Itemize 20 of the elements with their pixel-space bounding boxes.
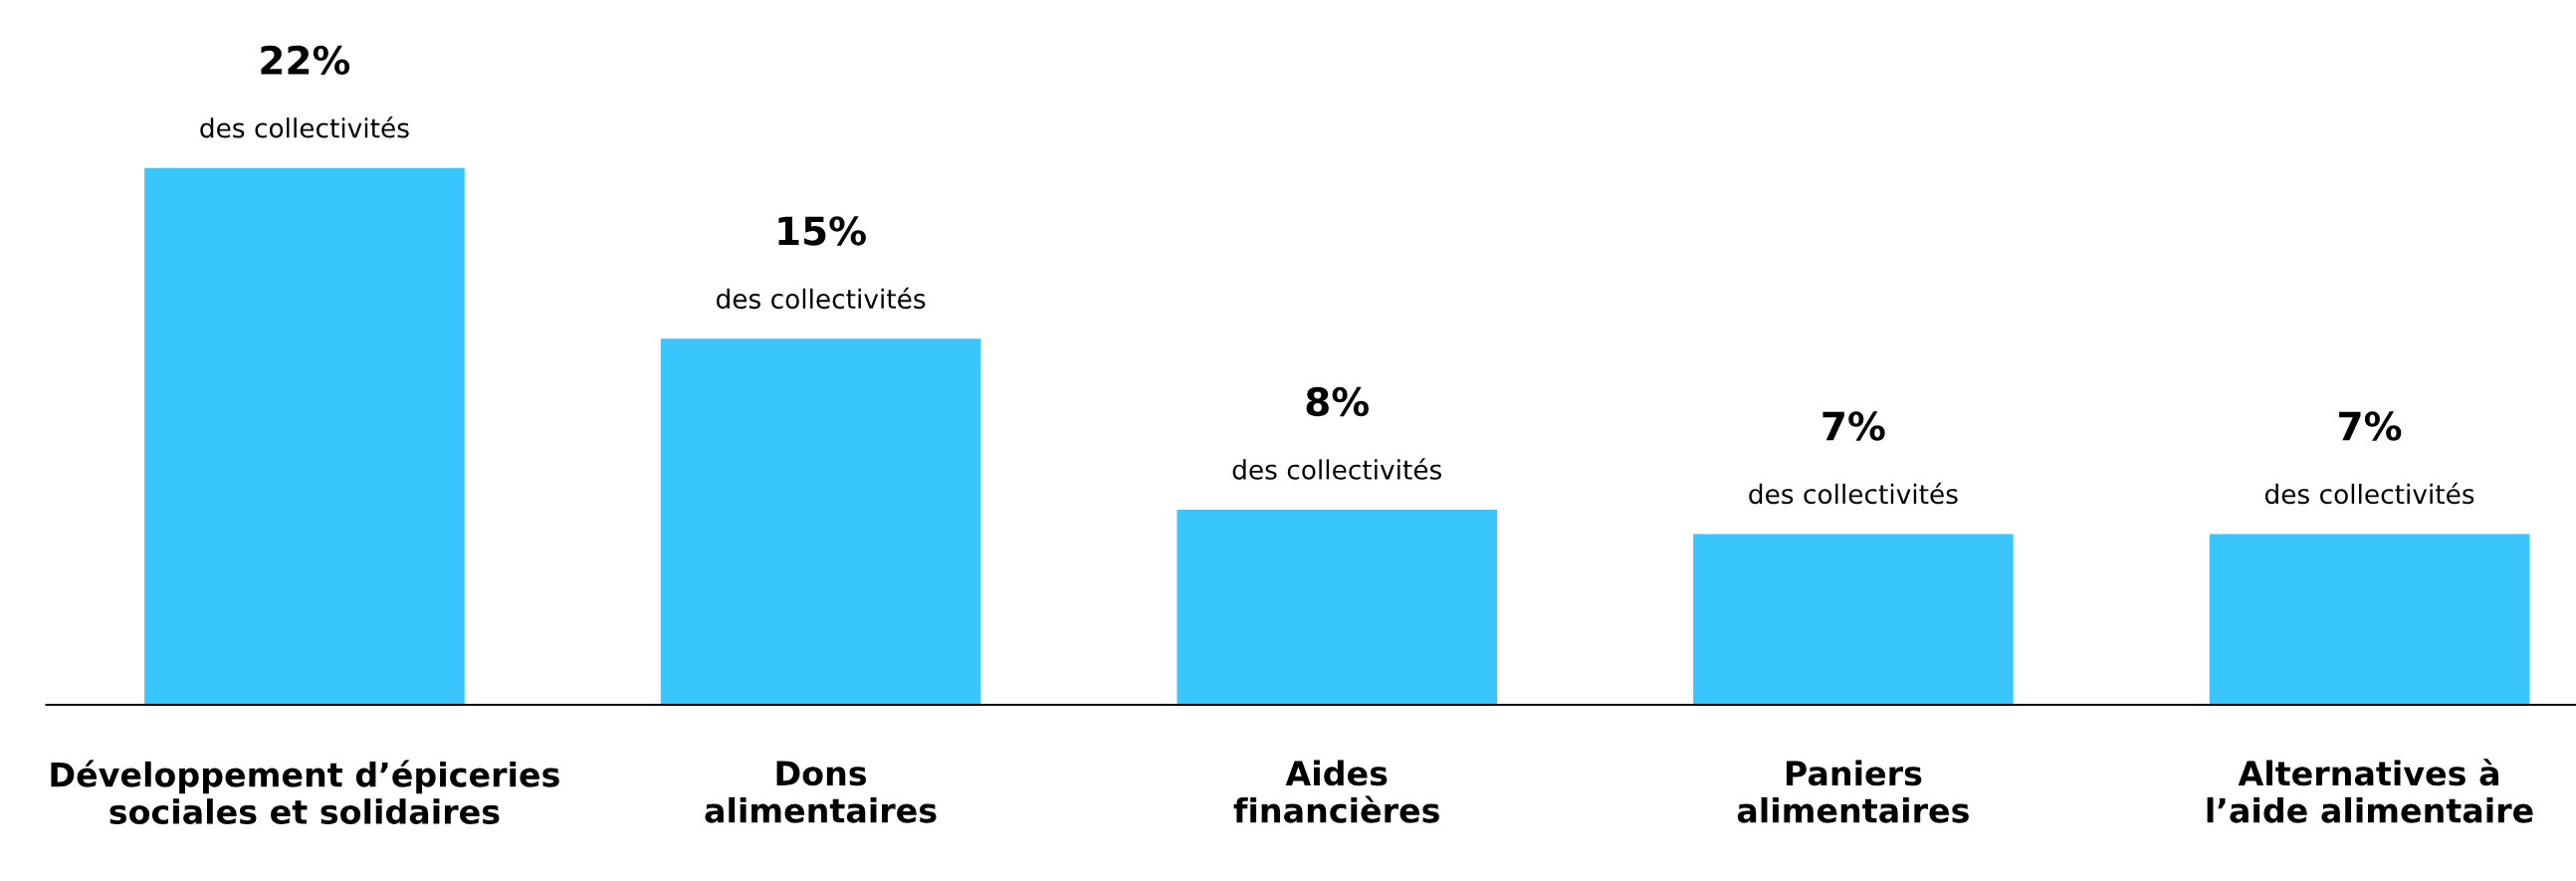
data-label: 7% <box>1823 411 1885 441</box>
x-tick-label: Paniers alimentaires <box>1737 760 1969 823</box>
annotation: des collectivités <box>1749 482 1958 505</box>
bar <box>1177 509 1498 705</box>
x-tick-label: Dons alimentaires <box>705 761 937 823</box>
data-label: 8% <box>1306 386 1369 417</box>
data-label: 22% <box>261 45 350 76</box>
bar <box>660 338 981 705</box>
x-tick-label: Alternatives à l’aide alimentaire <box>2207 759 2533 823</box>
annotation: des collectivités <box>2264 482 2474 505</box>
data-label: 15% <box>778 216 866 246</box>
annotation: des collectivités <box>716 287 926 310</box>
data-label: 7% <box>2339 411 2402 441</box>
annotation: des collectivités <box>1232 458 1442 480</box>
annotation: des collectivités <box>200 116 409 138</box>
bar <box>2209 534 2530 705</box>
bar <box>144 167 465 705</box>
bar <box>1693 534 2014 705</box>
x-tick-label: Développement d’épiceries sociales et solidaires <box>51 760 559 825</box>
x-tick-label: Aides financières <box>1233 760 1439 823</box>
